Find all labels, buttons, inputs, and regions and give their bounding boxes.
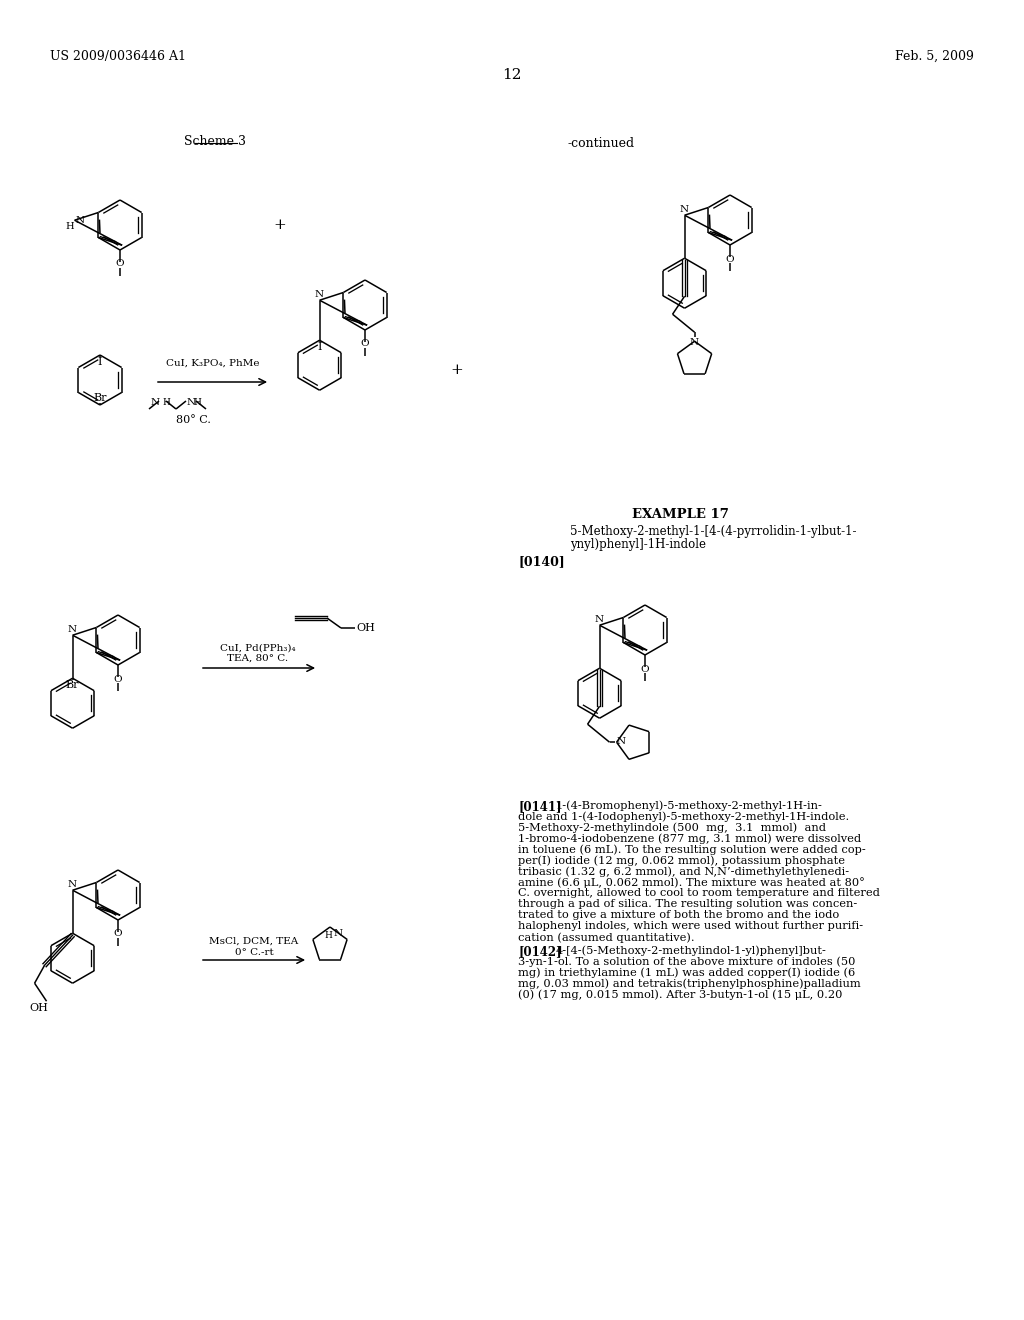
Text: 5-Methoxy-2-methyl-1-[4-(4-pyrrolidin-1-ylbut-1-: 5-Methoxy-2-methyl-1-[4-(4-pyrrolidin-1-… xyxy=(570,525,856,539)
Text: 0° C.-rt: 0° C.-rt xyxy=(234,948,273,957)
Text: N: N xyxy=(187,399,197,407)
Text: mg) in triethylamine (1 mL) was added copper(I) iodide (6: mg) in triethylamine (1 mL) was added co… xyxy=(518,968,855,978)
Text: O: O xyxy=(641,664,649,673)
Text: I: I xyxy=(317,342,322,352)
Text: 1-bromo-4-iodobenzene (877 mg, 3.1 mmol) were dissolved: 1-bromo-4-iodobenzene (877 mg, 3.1 mmol)… xyxy=(518,833,861,843)
Text: H: H xyxy=(162,399,170,407)
Text: Scheme 3: Scheme 3 xyxy=(184,135,246,148)
Text: N: N xyxy=(76,215,85,224)
Text: [0142]: [0142] xyxy=(518,945,561,958)
Text: [0140]: [0140] xyxy=(518,554,565,568)
Text: through a pad of silica. The resulting solution was concen-: through a pad of silica. The resulting s… xyxy=(518,899,857,909)
Text: amine (6.6 μL, 0.062 mmol). The mixture was heated at 80°: amine (6.6 μL, 0.062 mmol). The mixture … xyxy=(518,876,865,888)
Text: H: H xyxy=(65,222,74,231)
Text: O: O xyxy=(114,929,122,939)
Text: 4-[4-(5-Methoxy-2-methylindol-1-yl)phenyl]but-: 4-[4-(5-Methoxy-2-methylindol-1-yl)pheny… xyxy=(556,945,826,956)
Text: N: N xyxy=(151,399,160,407)
Text: (0) (17 mg, 0.015 mmol). After 3-butyn-1-ol (15 μL, 0.20: (0) (17 mg, 0.015 mmol). After 3-butyn-1… xyxy=(518,989,843,999)
Text: TEA, 80° C.: TEA, 80° C. xyxy=(227,653,289,663)
Text: OH: OH xyxy=(356,623,375,634)
Text: H: H xyxy=(193,399,201,407)
Text: per(I) iodide (12 mg, 0.062 mmol), potassium phosphate: per(I) iodide (12 mg, 0.062 mmol), potas… xyxy=(518,855,845,866)
Text: halophenyl indoles, which were used without further purifi-: halophenyl indoles, which were used with… xyxy=(518,921,863,931)
Text: MsCl, DCM, TEA: MsCl, DCM, TEA xyxy=(209,937,299,946)
Text: CuI, K₃PO₄, PhMe: CuI, K₃PO₄, PhMe xyxy=(166,359,260,368)
Text: cation (assumed quantitative).: cation (assumed quantitative). xyxy=(518,932,694,942)
Text: OH: OH xyxy=(29,1003,48,1014)
Text: trated to give a mixture of both the bromo and the iodo: trated to give a mixture of both the bro… xyxy=(518,909,840,920)
Text: Br: Br xyxy=(93,393,106,403)
Text: N: N xyxy=(690,338,699,347)
Text: N: N xyxy=(68,880,77,890)
Text: 3-yn-1-ol. To a solution of the above mixture of indoles (50: 3-yn-1-ol. To a solution of the above mi… xyxy=(518,956,855,966)
Text: -continued: -continued xyxy=(567,137,634,150)
Text: N: N xyxy=(68,626,77,634)
Text: ynyl)phenyl]-1H-indole: ynyl)phenyl]-1H-indole xyxy=(570,539,706,550)
Text: I: I xyxy=(97,356,102,367)
Text: CuI, Pd(PPh₃)₄: CuI, Pd(PPh₃)₄ xyxy=(220,644,296,653)
Text: H: H xyxy=(324,931,332,940)
Text: 80° C.: 80° C. xyxy=(175,414,211,425)
Text: 5-Methoxy-2-methylindole (500  mg,  3.1  mmol)  and: 5-Methoxy-2-methylindole (500 mg, 3.1 mm… xyxy=(518,822,826,833)
Text: N: N xyxy=(315,290,325,300)
Text: N: N xyxy=(334,929,343,939)
Text: O: O xyxy=(726,255,734,264)
Text: +: + xyxy=(451,363,464,378)
Text: 12: 12 xyxy=(502,69,522,82)
Text: [0141]: [0141] xyxy=(518,800,561,813)
Text: dole and 1-(4-Iodophenyl)-5-methoxy-2-methyl-1H-indole.: dole and 1-(4-Iodophenyl)-5-methoxy-2-me… xyxy=(518,810,849,821)
Text: +: + xyxy=(273,218,287,232)
Text: mg, 0.03 mmol) and tetrakis(triphenylphosphine)palladium: mg, 0.03 mmol) and tetrakis(triphenylpho… xyxy=(518,978,861,989)
Text: N: N xyxy=(680,205,689,214)
Text: 1-(4-Bromophenyl)-5-methoxy-2-methyl-1H-in-: 1-(4-Bromophenyl)-5-methoxy-2-methyl-1H-… xyxy=(556,800,823,810)
Text: EXAMPLE 17: EXAMPLE 17 xyxy=(632,508,728,521)
Text: C. overnight, allowed to cool to room temperature and filtered: C. overnight, allowed to cool to room te… xyxy=(518,888,880,898)
Text: N: N xyxy=(616,737,626,746)
Text: O: O xyxy=(116,260,124,268)
Text: Feb. 5, 2009: Feb. 5, 2009 xyxy=(895,50,974,63)
Text: US 2009/0036446 A1: US 2009/0036446 A1 xyxy=(50,50,186,63)
Text: tribasic (1.32 g, 6.2 mmol), and N,N’-dimethylethylenedi-: tribasic (1.32 g, 6.2 mmol), and N,N’-di… xyxy=(518,866,849,876)
Text: in toluene (6 mL). To the resulting solution were added cop-: in toluene (6 mL). To the resulting solu… xyxy=(518,843,865,854)
Text: O: O xyxy=(114,675,122,684)
Text: Br: Br xyxy=(66,680,79,690)
Text: N: N xyxy=(595,615,604,624)
Text: O: O xyxy=(360,339,370,348)
